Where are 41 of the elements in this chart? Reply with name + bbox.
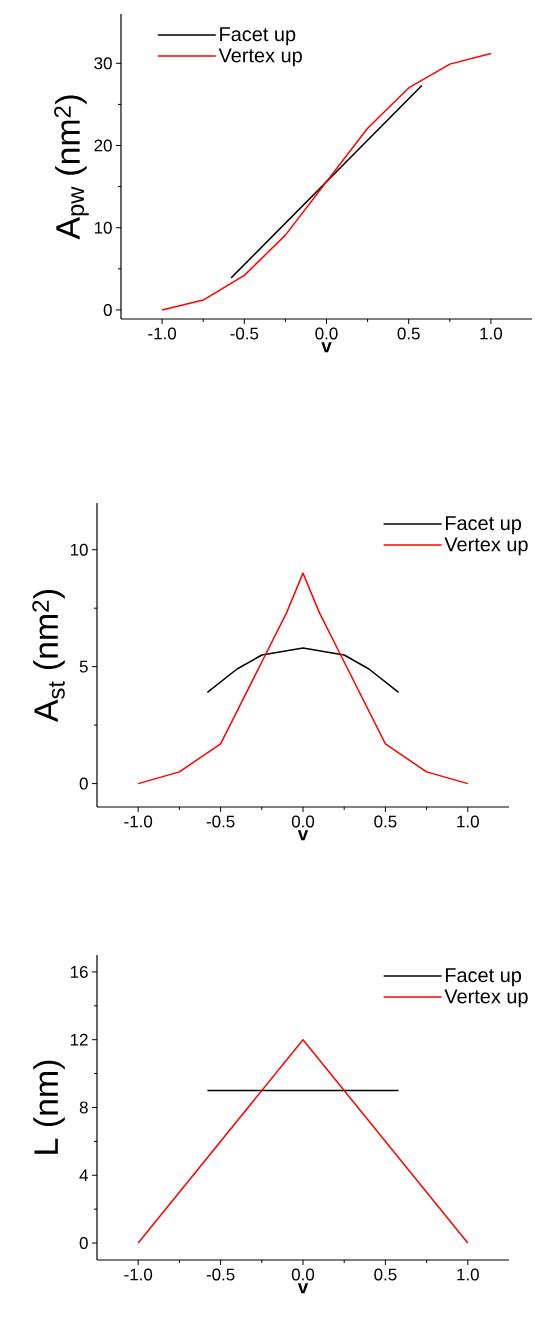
y-tick-label: 4 bbox=[79, 1169, 88, 1182]
line-series bbox=[137, 572, 469, 785]
y-tick-label: 16 bbox=[70, 965, 88, 978]
x-tick-label: 0.0 bbox=[291, 815, 315, 828]
x-tick-label: 0.5 bbox=[374, 1268, 397, 1281]
legend-label: Facet up bbox=[220, 27, 296, 46]
legend-label: Vertex up bbox=[218, 48, 302, 67]
x-tick-label: 1.0 bbox=[480, 327, 503, 340]
legend-label: Facet up bbox=[445, 968, 522, 987]
y-tick-label: 0 bbox=[79, 1237, 88, 1250]
x-tick-label: 0.5 bbox=[397, 327, 420, 340]
legend-label: Vertex up bbox=[444, 989, 528, 1008]
y-tick-label: 5 bbox=[79, 660, 88, 673]
y-axis-title: L (nm) bbox=[33, 1060, 65, 1154]
x-tick-label: -1.0 bbox=[124, 815, 153, 828]
y-tick-label: 12 bbox=[70, 1033, 88, 1046]
y-tick-label: 0 bbox=[103, 303, 112, 316]
x-tick-label: 1.0 bbox=[457, 815, 479, 828]
legend-label: Facet up bbox=[445, 516, 522, 535]
y-tick-label: 8 bbox=[79, 1101, 88, 1114]
x-tick-label: -1.0 bbox=[124, 1268, 153, 1281]
y-axis-title: A$_{pw}$ (nm$^{2}$) bbox=[54, 95, 89, 240]
y-axis-title: A$_{st}$ (nm$^{2}$) bbox=[32, 589, 65, 723]
x-tick-label: 0.5 bbox=[374, 815, 397, 828]
x-tick-label: -0.5 bbox=[206, 1268, 235, 1281]
x-axis-title: v bbox=[297, 1283, 309, 1294]
y-tick-label: 10 bbox=[94, 221, 112, 234]
x-tick-label: 0.0 bbox=[291, 1268, 315, 1281]
legend-label: Vertex up bbox=[444, 537, 528, 556]
x-tick-label: -1.0 bbox=[148, 327, 177, 340]
x-axis-title: v bbox=[297, 830, 309, 841]
x-tick-label: -0.5 bbox=[230, 327, 259, 340]
y-tick-label: 20 bbox=[94, 139, 112, 152]
x-tick-label: -0.5 bbox=[206, 815, 235, 828]
y-tick-label: 0 bbox=[79, 777, 88, 790]
y-tick-label: 30 bbox=[94, 57, 112, 70]
line-series bbox=[206, 647, 400, 694]
y-tick-label: 10 bbox=[70, 543, 88, 556]
x-tick-label: 0.0 bbox=[315, 327, 338, 340]
x-axis-title: v bbox=[321, 342, 332, 353]
x-tick-label: 1.0 bbox=[457, 1268, 479, 1281]
